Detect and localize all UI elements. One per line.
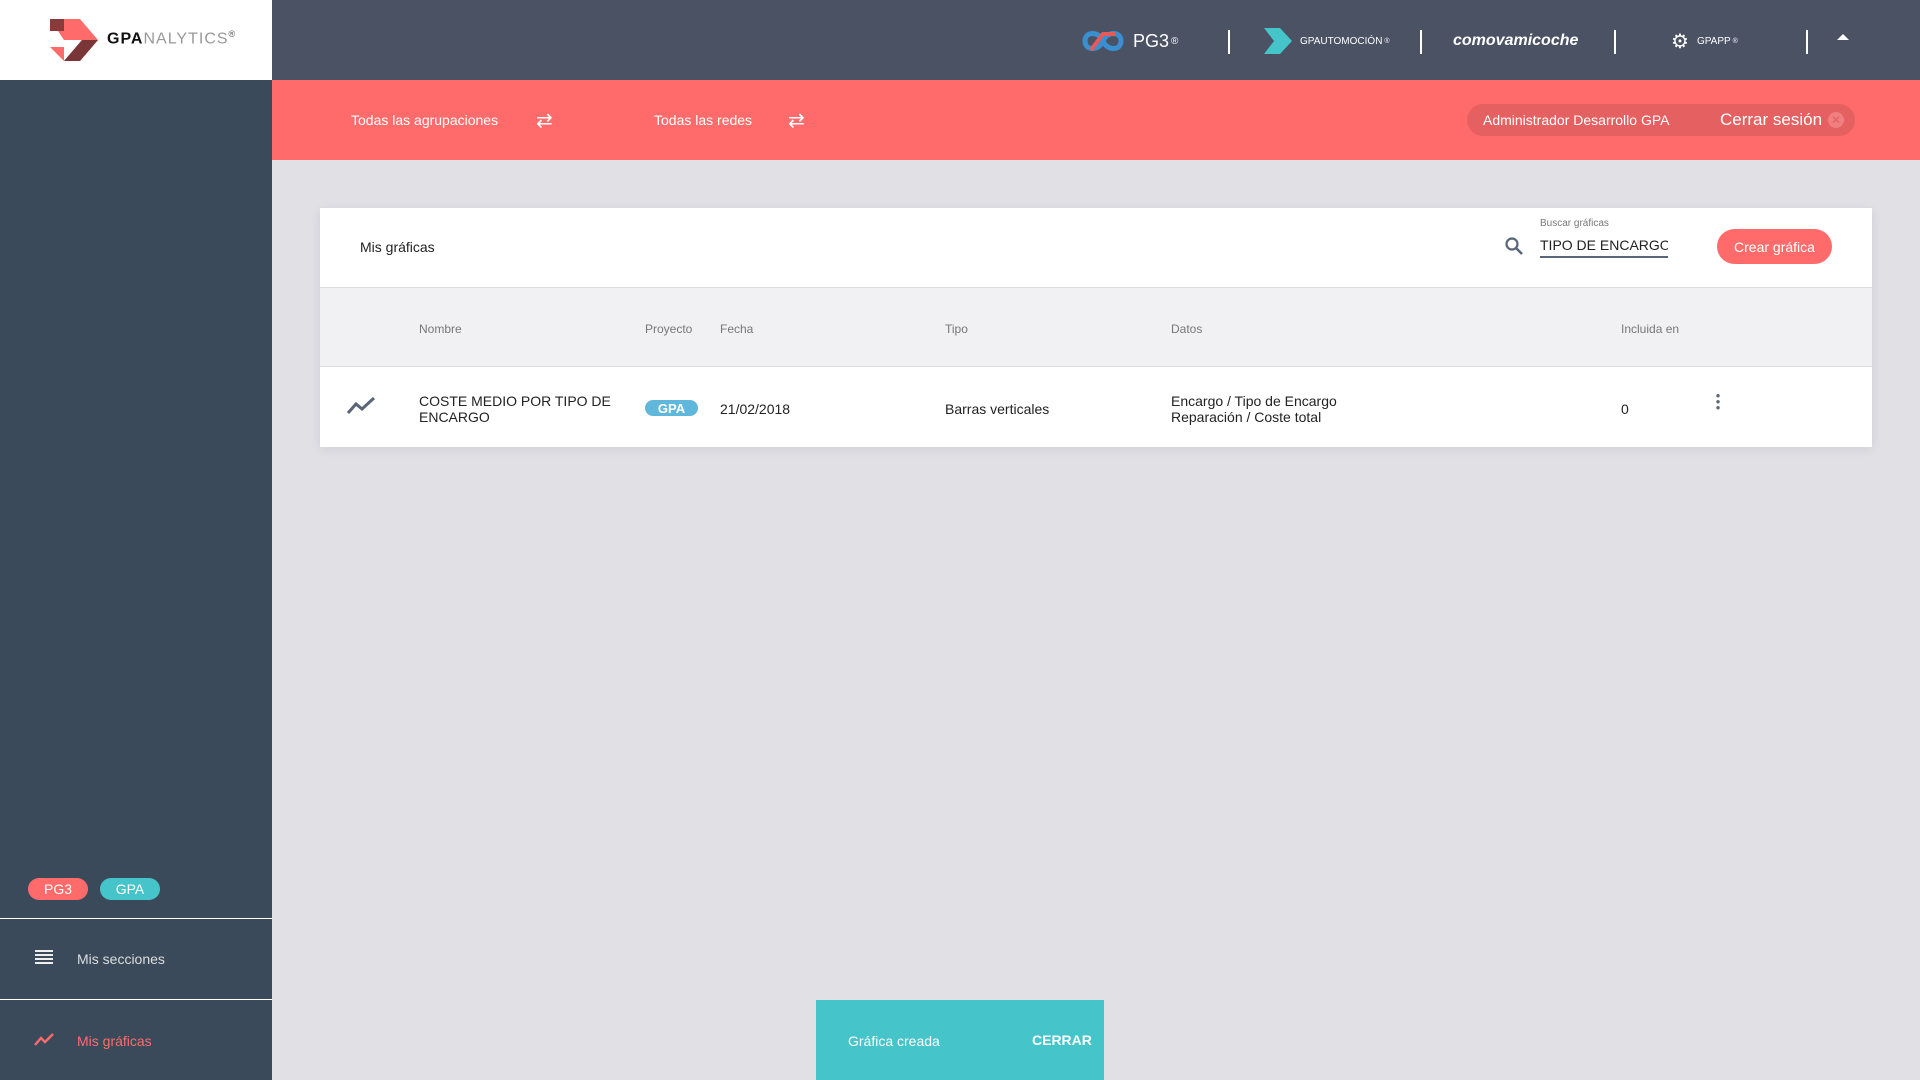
brand-gpautomocion[interactable]: GPAUTOMOCIÓN ® xyxy=(1264,26,1390,56)
divider xyxy=(0,999,272,1000)
chart-name[interactable]: COSTE MEDIO POR TIPO DE ENCARGO xyxy=(419,393,611,425)
caret-up-icon[interactable] xyxy=(1837,34,1849,40)
swap-icon[interactable]: ⇄ xyxy=(536,110,553,132)
search-icon xyxy=(1505,237,1523,255)
create-chart-button[interactable]: Crear gráfica xyxy=(1717,229,1832,264)
column-header-name[interactable]: Nombre xyxy=(419,322,462,336)
brand-label: GPAUTOMOCIÓN xyxy=(1300,35,1383,47)
brand-reg: ® xyxy=(1384,37,1390,45)
column-header-included[interactable]: Incluida en xyxy=(1621,322,1680,336)
column-header-date[interactable]: Fecha xyxy=(720,322,754,336)
divider xyxy=(1806,30,1808,54)
brand-comovamicoche[interactable]: comovamicoche xyxy=(1453,26,1578,56)
search-input[interactable] xyxy=(1540,234,1668,258)
logout-button[interactable]: Cerrar sesión xyxy=(1720,110,1823,129)
chart-date: 21/02/2018 xyxy=(720,401,791,417)
brand-pg3[interactable]: PG3 ® xyxy=(1081,26,1178,56)
search-label: Buscar gráficas xyxy=(1540,218,1609,229)
swap-icon[interactable]: ⇄ xyxy=(788,110,805,132)
toast-close-button[interactable]: CERRAR xyxy=(1032,1032,1092,1048)
menu-icon xyxy=(35,950,53,964)
sidebar-item-label: Mis gráficas xyxy=(77,1033,152,1049)
included-count: 0 xyxy=(1621,401,1629,417)
pg3-logo-icon xyxy=(1082,31,1124,52)
sidebar-item-mis-graficas[interactable]: Mis gráficas xyxy=(0,1000,272,1080)
chip-pg3[interactable]: PG3 xyxy=(28,878,88,900)
user-pill: Administrador Desarrollo GPA Cerrar sesi… xyxy=(1467,104,1855,136)
sidebar-item-mis-secciones[interactable]: Mis secciones xyxy=(0,919,272,999)
table-header xyxy=(320,287,1872,367)
charts-card: Mis gráficas Buscar gráficas Crear gráfi… xyxy=(320,208,1872,447)
more-vert-icon[interactable]: ● ● ● xyxy=(1715,391,1721,412)
brand-label: GPAPP xyxy=(1696,35,1731,47)
groupings-filter[interactable]: Todas las agrupaciones xyxy=(351,112,499,128)
divider xyxy=(1228,30,1230,54)
divider xyxy=(0,918,272,919)
sidebar xyxy=(0,80,272,1080)
close-icon[interactable]: ✕ xyxy=(1828,112,1844,128)
logo-text: GPANALYTICS® xyxy=(107,29,237,48)
chip-gpa[interactable]: GPA xyxy=(100,878,160,900)
column-header-project[interactable]: Proyecto xyxy=(645,322,693,336)
divider xyxy=(1420,30,1422,54)
user-name: Administrador Desarrollo GPA xyxy=(1483,112,1670,128)
chart-type: Barras verticales xyxy=(945,401,1050,417)
app-logo[interactable]: GPANALYTICS® xyxy=(0,0,272,80)
brand-reg: ® xyxy=(1732,37,1738,45)
card-title: Mis gráficas xyxy=(360,239,435,255)
column-header-type[interactable]: Tipo xyxy=(945,322,968,336)
gpautomocion-logo-icon xyxy=(1264,28,1292,54)
chart-data: Encargo / Tipo de Encargo Reparación / Co… xyxy=(1171,393,1337,425)
brand-reg: ® xyxy=(1171,35,1179,47)
brand-gpapp[interactable]: ⚙ GPAPP ® xyxy=(1671,26,1738,56)
brand-label: comovamicoche xyxy=(1453,32,1579,49)
toast-message: Gráfica creada xyxy=(848,1033,940,1049)
toast: Gráfica creada CERRAR xyxy=(816,1000,1104,1080)
gpapp-logo-icon: ⚙ xyxy=(1671,30,1689,53)
gpa-logo-icon xyxy=(50,19,98,61)
divider xyxy=(1614,30,1616,54)
networks-filter[interactable]: Todas las redes xyxy=(654,112,753,128)
project-badge: GPA xyxy=(645,400,698,416)
line-chart-icon xyxy=(346,396,376,414)
brand-label: PG3 xyxy=(1133,30,1170,51)
column-header-data[interactable]: Datos xyxy=(1171,322,1203,336)
trending-icon xyxy=(34,1033,54,1046)
sidebar-item-label: Mis secciones xyxy=(77,951,165,967)
